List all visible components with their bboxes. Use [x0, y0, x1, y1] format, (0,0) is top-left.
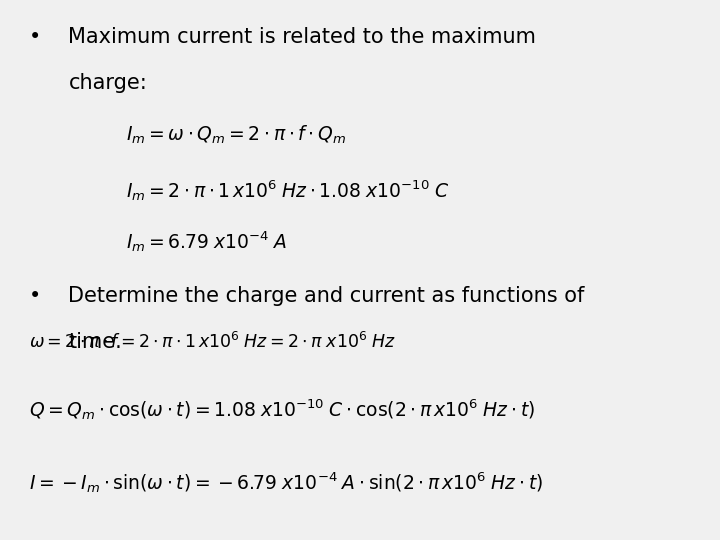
Text: $I = -I_m \cdot \sin\!\left(\omega \cdot t\right) = -6.79\; x10^{-4}\; A \cdot \: $I = -I_m \cdot \sin\!\left(\omega \cdot…: [29, 470, 543, 495]
Text: $Q = Q_m \cdot \cos\!\left(\omega \cdot t\right) = 1.08\; x10^{-10}\; C \cdot \c: $Q = Q_m \cdot \cos\!\left(\omega \cdot …: [29, 397, 535, 422]
Text: $\omega = 2 \cdot \pi \cdot f = 2 \cdot \pi \cdot 1\,x10^{6}\; Hz = 2 \cdot \pi\: $\omega = 2 \cdot \pi \cdot f = 2 \cdot …: [29, 332, 396, 352]
Text: $I_m = 2 \cdot \pi \cdot 1\,x10^{6}\; Hz \cdot 1.08\; x10^{-10}\; C$: $I_m = 2 \cdot \pi \cdot 1\,x10^{6}\; Hz…: [126, 178, 449, 203]
Text: •: •: [29, 286, 41, 306]
Text: time.: time.: [68, 332, 122, 352]
Text: $I_m = \omega \cdot Q_m = 2 \cdot \pi \cdot f \cdot Q_m$: $I_m = \omega \cdot Q_m = 2 \cdot \pi \c…: [126, 124, 346, 146]
Text: Determine the charge and current as functions of: Determine the charge and current as func…: [68, 286, 585, 306]
Text: •: •: [29, 27, 41, 47]
Text: Maximum current is related to the maximum: Maximum current is related to the maximu…: [68, 27, 536, 47]
Text: charge:: charge:: [68, 73, 147, 93]
Text: $I_m = 6.79\; x10^{-4}\; A$: $I_m = 6.79\; x10^{-4}\; A$: [126, 230, 287, 254]
